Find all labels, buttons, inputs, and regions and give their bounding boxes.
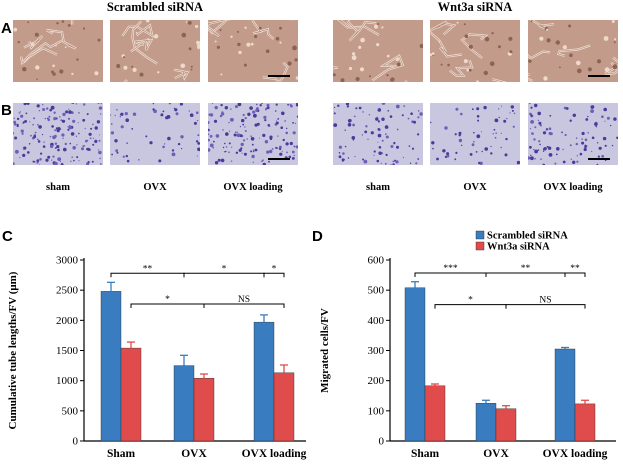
y-tick-label: 200 bbox=[368, 375, 385, 387]
migration-image-ovx-loading-wnt3a bbox=[528, 103, 618, 165]
tube-formation-image-sham-wnt3a bbox=[333, 20, 423, 82]
migration-image-sham-scrambled bbox=[13, 103, 103, 165]
significance-bracket bbox=[564, 272, 586, 277]
legend-swatch bbox=[475, 230, 485, 240]
significance-label: * bbox=[468, 296, 473, 306]
bar bbox=[424, 385, 446, 442]
migration-image-sham-wnt3a bbox=[333, 103, 423, 165]
legend-entry: Scrambled siRNA bbox=[487, 231, 568, 242]
tube-formation-image-ovx-loading-wnt3a bbox=[528, 20, 618, 82]
tube-formation-image-ovx-loading-scrambled bbox=[208, 20, 298, 82]
significance-label: ** bbox=[521, 264, 531, 274]
migration-image-ovx-scrambled bbox=[110, 103, 200, 165]
significance-label: NS bbox=[539, 296, 551, 306]
scale-bar bbox=[588, 75, 610, 77]
y-tick-label: 1500 bbox=[56, 345, 79, 357]
migration-image-ovx-loading-scrambled bbox=[208, 103, 298, 165]
significance-label: * bbox=[222, 264, 227, 274]
significance-label: *** bbox=[443, 264, 458, 274]
y-tick-label: 0 bbox=[73, 436, 79, 448]
scale-bar bbox=[268, 158, 290, 160]
y-tick-label: 500 bbox=[368, 285, 385, 297]
condition-label-ovx-wnt3a: OVX bbox=[463, 182, 487, 193]
y-tick-label: 2500 bbox=[56, 285, 79, 297]
x-tick-label: OVX loading bbox=[242, 448, 307, 460]
legend-swatch bbox=[475, 241, 485, 251]
condition-label-sham-wnt3a: sham bbox=[366, 182, 390, 193]
y-tick-label: 2000 bbox=[56, 315, 79, 327]
bar bbox=[475, 403, 497, 442]
significance-label: NS bbox=[238, 295, 250, 305]
bar bbox=[120, 347, 142, 442]
bar bbox=[574, 403, 596, 442]
bar bbox=[554, 348, 576, 442]
tube-formation-image-ovx-scrambled bbox=[110, 20, 200, 82]
group-title-scrambled: Scrambled siRNA bbox=[106, 0, 204, 14]
bar bbox=[495, 408, 517, 442]
y-tick-label: 100 bbox=[368, 405, 385, 417]
legend-entry: Wnt3a siRNA bbox=[487, 242, 550, 253]
significance-bracket bbox=[203, 303, 285, 309]
significance-bracket bbox=[263, 272, 285, 278]
bar bbox=[404, 287, 426, 442]
y-axis-label: Migrated cells/FV bbox=[319, 308, 331, 393]
condition-label-ovx-scrambled: OVX bbox=[143, 182, 167, 193]
scale-bar bbox=[268, 75, 290, 77]
x-tick-label: Sham bbox=[411, 448, 440, 460]
y-tick-label: 300 bbox=[368, 345, 385, 357]
panel-letter-d: D bbox=[312, 228, 323, 245]
y-tick-label: 400 bbox=[368, 315, 385, 327]
condition-label-ovx-loading-scrambled: OVX loading bbox=[223, 182, 283, 193]
bar bbox=[173, 365, 195, 442]
significance-label: ** bbox=[570, 264, 580, 274]
y-tick-label: 1000 bbox=[56, 375, 79, 387]
x-tick-label: OVX loading bbox=[543, 448, 608, 460]
panel-letter-a: A bbox=[1, 20, 12, 37]
bar bbox=[273, 372, 295, 442]
significance-label: * bbox=[272, 264, 277, 274]
bar bbox=[253, 321, 275, 442]
condition-label-sham-scrambled: sham bbox=[46, 182, 70, 193]
panel-letter-c: C bbox=[2, 228, 13, 245]
y-tick-label: 600 bbox=[368, 255, 385, 267]
chart-c: 0 500 1000 1500 2000 2500 3000 Cumulative tube … bbox=[0, 225, 310, 474]
x-tick-label: OVX bbox=[483, 448, 509, 460]
bar bbox=[193, 378, 215, 442]
significance-label: * bbox=[165, 295, 170, 305]
y-axis-label: Cumulative tube lengths/FV (μm) bbox=[7, 271, 19, 429]
condition-label-ovx-loading-wnt3a: OVX loading bbox=[543, 182, 603, 193]
scale-bar bbox=[588, 158, 610, 160]
y-tick-label: 500 bbox=[62, 405, 79, 417]
x-tick-label: OVX bbox=[181, 448, 207, 460]
panel-letter-b: B bbox=[1, 102, 12, 119]
bar bbox=[100, 291, 122, 442]
significance-label: ** bbox=[143, 264, 153, 274]
migration-image-ovx-wnt3a bbox=[430, 103, 520, 165]
tube-formation-image-sham-scrambled bbox=[13, 20, 103, 82]
y-tick-label: 0 bbox=[379, 436, 385, 448]
chart-d: 0 100 200 300 400 500 600 Migrated cells/FV Sham… bbox=[310, 225, 623, 474]
tube-formation-image-ovx-wnt3a bbox=[430, 20, 520, 82]
y-tick-label: 3000 bbox=[56, 255, 79, 267]
x-tick-label: Sham bbox=[107, 448, 136, 460]
group-title-wnt3a: Wnt3a siRNA bbox=[437, 0, 513, 14]
significance-bracket bbox=[505, 304, 586, 309]
